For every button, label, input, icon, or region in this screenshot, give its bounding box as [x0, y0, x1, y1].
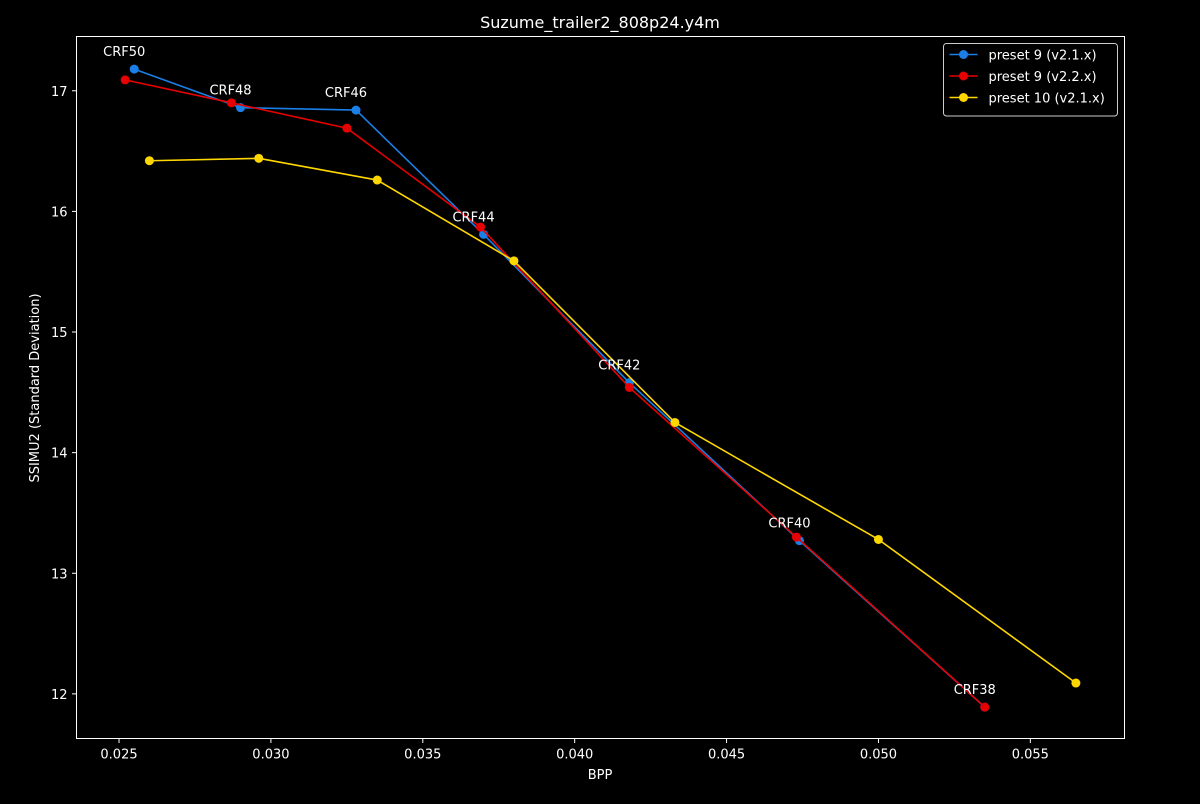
legend-entry: preset 9 (v2.1.x) — [949, 49, 1097, 64]
x-tick-label: 0.045 — [708, 748, 745, 763]
y-tick-label: 12 — [51, 688, 68, 703]
data-point — [476, 222, 486, 232]
legend-marker — [959, 71, 968, 81]
data-point — [509, 256, 519, 266]
crf-annotation: CRF40 — [768, 517, 810, 532]
y-tick-label: 13 — [51, 567, 68, 582]
legend-label: preset 9 (v2.2.x) — [989, 70, 1097, 85]
series-3 — [144, 153, 1081, 688]
chart-title: Suzume_trailer2_808p24.y4m — [480, 13, 720, 33]
annotation-layer: CRF50 CRF48 CRF46 CRF44 CRF42 CRF40 CRF38 — [103, 45, 996, 698]
crf-annotation: CRF50 — [103, 45, 145, 60]
x-axis-label: BPP — [588, 768, 613, 783]
data-point — [129, 64, 139, 74]
data-point — [791, 532, 801, 542]
crf-annotation: CRF38 — [954, 683, 996, 698]
data-point — [342, 123, 352, 133]
data-point — [351, 105, 361, 115]
legend-marker — [959, 93, 968, 102]
data-point — [980, 702, 990, 712]
plot-frame — [76, 36, 1125, 739]
y-tick-label: 17 — [51, 85, 68, 100]
legend-label: preset 10 (v2.1.x) — [989, 92, 1105, 107]
data-point — [254, 153, 264, 163]
legend: preset 9 (v2.1.x) preset 9 (v2.2.x) preset… — [943, 43, 1118, 117]
data-point — [120, 75, 130, 85]
y-axis-ticks: 12 13 14 15 16 17 — [51, 85, 77, 703]
crf-annotation: CRF44 — [452, 210, 494, 225]
series-layer — [120, 64, 1081, 712]
data-point — [1071, 678, 1081, 688]
series-2 — [120, 75, 990, 712]
y-tick-label: 15 — [51, 326, 68, 341]
x-tick-label: 0.050 — [860, 748, 897, 763]
legend-box — [943, 43, 1118, 117]
data-point — [670, 417, 680, 427]
crf-annotation: CRF42 — [598, 359, 640, 374]
legend-label: preset 9 (v2.1.x) — [989, 49, 1097, 64]
data-point — [372, 175, 382, 185]
x-tick-label: 0.025 — [100, 748, 137, 763]
legend-entry: preset 10 (v2.1.x) — [949, 92, 1105, 107]
crf-annotation: CRF46 — [325, 86, 367, 101]
crf-annotation: CRF48 — [209, 84, 251, 99]
x-axis-ticks: 0.025 0.030 0.035 0.040 0.045 0.050 0.055 — [100, 738, 1049, 763]
legend-marker — [959, 50, 968, 59]
data-point — [226, 98, 236, 108]
y-axis-label: SSIMU2 (Standard Deviation) — [28, 293, 43, 482]
y-tick-label: 16 — [51, 205, 68, 220]
legend-entry: preset 9 (v2.2.x) — [949, 70, 1097, 85]
y-tick-label: 14 — [51, 447, 68, 462]
x-tick-label: 0.040 — [556, 748, 593, 763]
data-point — [873, 534, 883, 544]
x-tick-label: 0.030 — [252, 748, 289, 763]
x-tick-label: 0.055 — [1012, 748, 1049, 763]
x-tick-label: 0.035 — [404, 748, 441, 763]
data-point — [144, 156, 154, 166]
data-point — [624, 383, 634, 392]
